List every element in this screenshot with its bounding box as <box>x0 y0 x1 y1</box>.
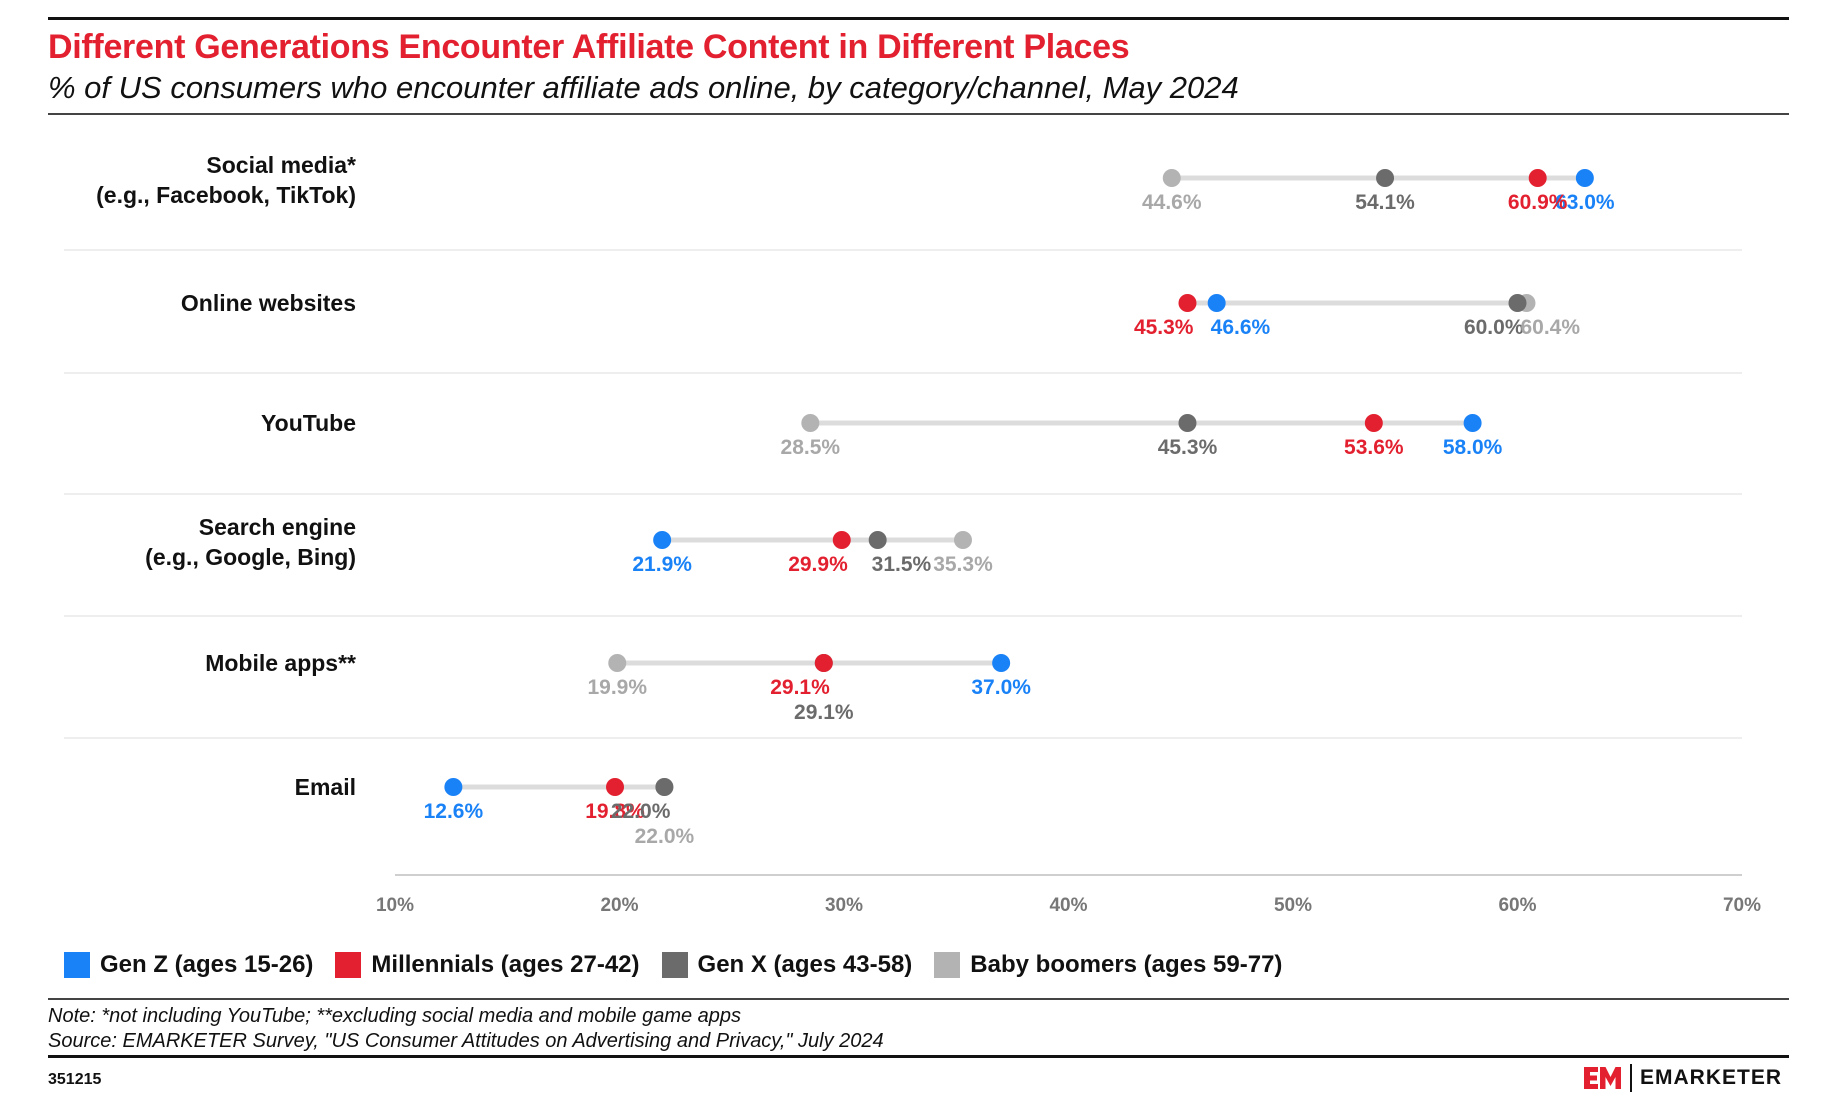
legend-item-millennials: Millennials (ages 27-42) <box>335 951 640 979</box>
value-label-gen-z-online-websites: 46.6% <box>1211 316 1271 339</box>
note-text: Note: *not including YouTube; **excludin… <box>48 1005 742 1027</box>
note-rule <box>48 998 1789 1000</box>
chart-title: Different Generations Encounter Affiliat… <box>48 28 1130 66</box>
x-tick-label: 60% <box>1498 895 1536 916</box>
dot-millennials-search-engine <box>832 531 851 549</box>
value-label-gen-z-search-engine: 21.9% <box>632 553 692 576</box>
legend-label-gen-z: Gen Z (ages 15-26) <box>100 951 314 978</box>
dot-baby-boomers-social-media <box>1162 169 1181 187</box>
value-label-millennials-social-media: 60.9% <box>1508 191 1568 214</box>
brand-logo: EMARKETER <box>1582 1064 1782 1092</box>
dot-gen-x-online-websites <box>1508 294 1527 312</box>
value-label-baby-boomers-online-websites: 60.4% <box>1520 316 1580 339</box>
value-label-gen-z-social-media: 63.0% <box>1555 191 1615 214</box>
dot-plot-chart: 10% 20% 30% 40% 50% 60% 70% Social media* (e.g.,… <box>64 152 1761 916</box>
brand-name: EMARKETER <box>1639 1066 1782 1089</box>
legend-swatch-gen-x <box>661 952 688 978</box>
category-label-youtube: YouTube <box>261 410 356 436</box>
dot-gen-x-social-media <box>1376 169 1395 187</box>
top-rule <box>48 17 1789 20</box>
category-label-search-engine: Search engine (e.g., Google, Bing) <box>145 514 356 570</box>
category-label-email: Email <box>295 774 356 800</box>
dot-millennials-social-media <box>1528 169 1547 187</box>
category-label-line: Email <box>295 774 356 800</box>
dot-baby-boomers-youtube <box>801 414 820 432</box>
category-label-line: Search engine <box>199 514 356 540</box>
dot-gen-x-youtube <box>1178 414 1197 432</box>
value-label-gen-x-social-media: 54.1% <box>1355 191 1415 214</box>
brand-separator <box>1629 1064 1632 1092</box>
chart-subtitle: % of US consumers who encounter affiliat… <box>48 70 1239 105</box>
legend-label-gen-x: Gen X (ages 43-58) <box>697 951 913 978</box>
value-label-gen-z-mobile-apps: 37.0% <box>971 676 1031 699</box>
dot-gen-z-mobile-apps <box>992 654 1011 672</box>
category-label-line: Social media* <box>206 152 356 178</box>
value-label-baby-boomers-search-engine: 35.3% <box>933 553 993 576</box>
category-label-line: (e.g., Facebook, TikTok) <box>96 182 356 208</box>
value-label-gen-z-youtube: 58.0% <box>1443 436 1503 459</box>
category-label-line: (e.g., Google, Bing) <box>145 544 356 570</box>
dot-gen-z-online-websites <box>1207 294 1226 312</box>
x-tick-label: 50% <box>1274 895 1312 916</box>
category-label-line: Online websites <box>181 290 356 316</box>
value-label-gen-x-mobile-apps: 29.1% <box>794 701 854 724</box>
legend-label-millennials: Millennials (ages 27-42) <box>371 951 640 978</box>
subtitle-rule <box>48 113 1789 115</box>
bottom-rule <box>48 1055 1789 1058</box>
legend-item-gen-z: Gen Z (ages 15-26) <box>64 951 313 979</box>
legend-swatch-baby-boomers <box>934 952 961 978</box>
legend-swatch-millennials <box>335 952 362 978</box>
value-label-millennials-email: 19.8% <box>585 800 645 823</box>
legend-item-gen-x: Gen X (ages 43-58) <box>661 951 913 979</box>
category-label-mobile-apps: Mobile apps** <box>205 650 356 676</box>
value-label-millennials-search-engine: 29.9% <box>788 553 848 576</box>
value-label-millennials-mobile-apps: 29.1% <box>770 676 830 699</box>
category-label-online-websites: Online websites <box>181 290 356 316</box>
dot-gen-x-email <box>655 778 674 796</box>
value-label-millennials-youtube: 53.6% <box>1344 436 1404 459</box>
chart-id: 351215 <box>48 1071 102 1088</box>
dot-gen-z-search-engine <box>653 531 672 549</box>
dot-gen-z-social-media <box>1575 169 1594 187</box>
legend-swatch-gen-z <box>64 952 90 978</box>
x-tick-label: 70% <box>1723 895 1761 916</box>
footnotes: Note: *not including YouTube; **excludin… <box>48 1004 884 1054</box>
dot-millennials-mobile-apps <box>814 654 833 672</box>
value-label-baby-boomers-social-media: 44.6% <box>1142 191 1202 214</box>
value-label-gen-x-email: 22.0% <box>611 800 671 823</box>
value-label-gen-x-search-engine: 31.5% <box>872 553 932 576</box>
x-tick-label: 40% <box>1049 895 1087 916</box>
dot-gen-x-search-engine <box>868 531 887 549</box>
legend: Gen Z (ages 15-26) Millennials (ages 27-… <box>64 951 1304 979</box>
value-label-gen-x-online-websites: 60.0% <box>1464 316 1524 339</box>
category-label-line: Mobile apps** <box>205 650 356 676</box>
dot-millennials-youtube <box>1364 414 1383 432</box>
dot-millennials-online-websites <box>1178 294 1197 312</box>
em-logo-icon <box>1583 1067 1621 1089</box>
dot-millennials-email <box>606 778 625 796</box>
value-label-millennials-online-websites: 45.3% <box>1134 316 1194 339</box>
value-label-gen-x-youtube: 45.3% <box>1158 436 1218 459</box>
value-label-gen-z-email: 12.6% <box>424 800 484 823</box>
category-label-social-media: Social media* (e.g., Facebook, TikTok) <box>96 152 356 208</box>
dot-gen-z-email <box>444 778 463 796</box>
x-tick-label: 10% <box>376 895 414 916</box>
x-tick-label: 20% <box>600 895 638 916</box>
dot-baby-boomers-mobile-apps <box>608 654 627 672</box>
value-label-baby-boomers-mobile-apps: 19.9% <box>587 676 647 699</box>
value-label-baby-boomers-email: 22.0% <box>635 825 695 848</box>
dot-gen-z-youtube <box>1463 414 1482 432</box>
x-tick-label: 30% <box>825 895 863 916</box>
category-label-line: YouTube <box>261 410 356 436</box>
legend-label-baby-boomers: Baby boomers (ages 59-77) <box>970 951 1283 978</box>
value-label-baby-boomers-youtube: 28.5% <box>781 436 841 459</box>
dot-baby-boomers-search-engine <box>953 531 972 549</box>
source-text: Source: EMARKETER Survey, "US Consumer A… <box>48 1030 884 1052</box>
legend-item-baby-boomers: Baby boomers (ages 59-77) <box>934 951 1282 979</box>
